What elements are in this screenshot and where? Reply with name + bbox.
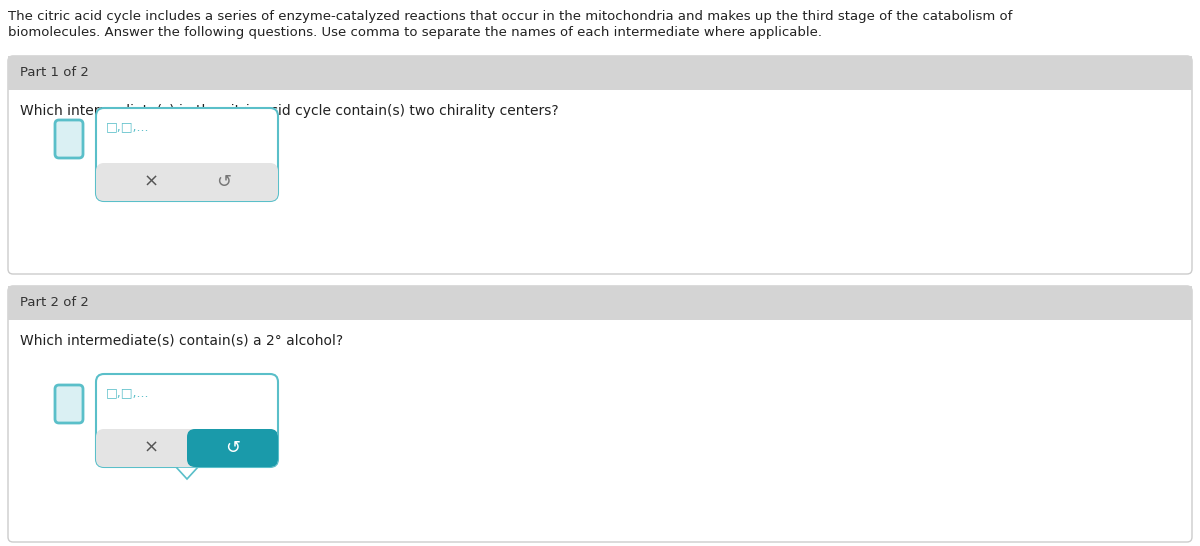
FancyBboxPatch shape [96, 429, 278, 467]
FancyBboxPatch shape [187, 429, 278, 467]
FancyBboxPatch shape [8, 56, 1192, 274]
Text: □,□,...: □,□,... [106, 386, 150, 399]
Polygon shape [176, 467, 198, 479]
Text: ×: × [143, 439, 158, 457]
Text: Part 2 of 2: Part 2 of 2 [20, 296, 89, 310]
FancyBboxPatch shape [96, 163, 278, 201]
Bar [8, 56, 1192, 90]
FancyBboxPatch shape [96, 374, 278, 467]
Text: □,□,...: □,□,... [106, 120, 150, 133]
Text: ↺: ↺ [224, 439, 240, 457]
Text: ×: × [143, 173, 158, 191]
Text: biomolecules. Answer the following questions. Use comma to separate the names of: biomolecules. Answer the following quest… [8, 26, 822, 39]
FancyBboxPatch shape [96, 108, 278, 201]
Text: The citric acid cycle includes a series of enzyme-catalyzed reactions that occur: The citric acid cycle includes a series … [8, 10, 1013, 23]
FancyBboxPatch shape [8, 286, 1192, 542]
FancyBboxPatch shape [55, 120, 83, 158]
Bar [8, 286, 1192, 320]
Text: Which intermediate(s) in the citric acid cycle contain(s) two chirality centers?: Which intermediate(s) in the citric acid… [20, 104, 559, 118]
Text: ↺: ↺ [216, 173, 230, 191]
Text: Part 1 of 2: Part 1 of 2 [20, 67, 89, 80]
FancyBboxPatch shape [55, 385, 83, 423]
Text: Which intermediate(s) contain(s) a 2° alcohol?: Which intermediate(s) contain(s) a 2° al… [20, 334, 343, 348]
